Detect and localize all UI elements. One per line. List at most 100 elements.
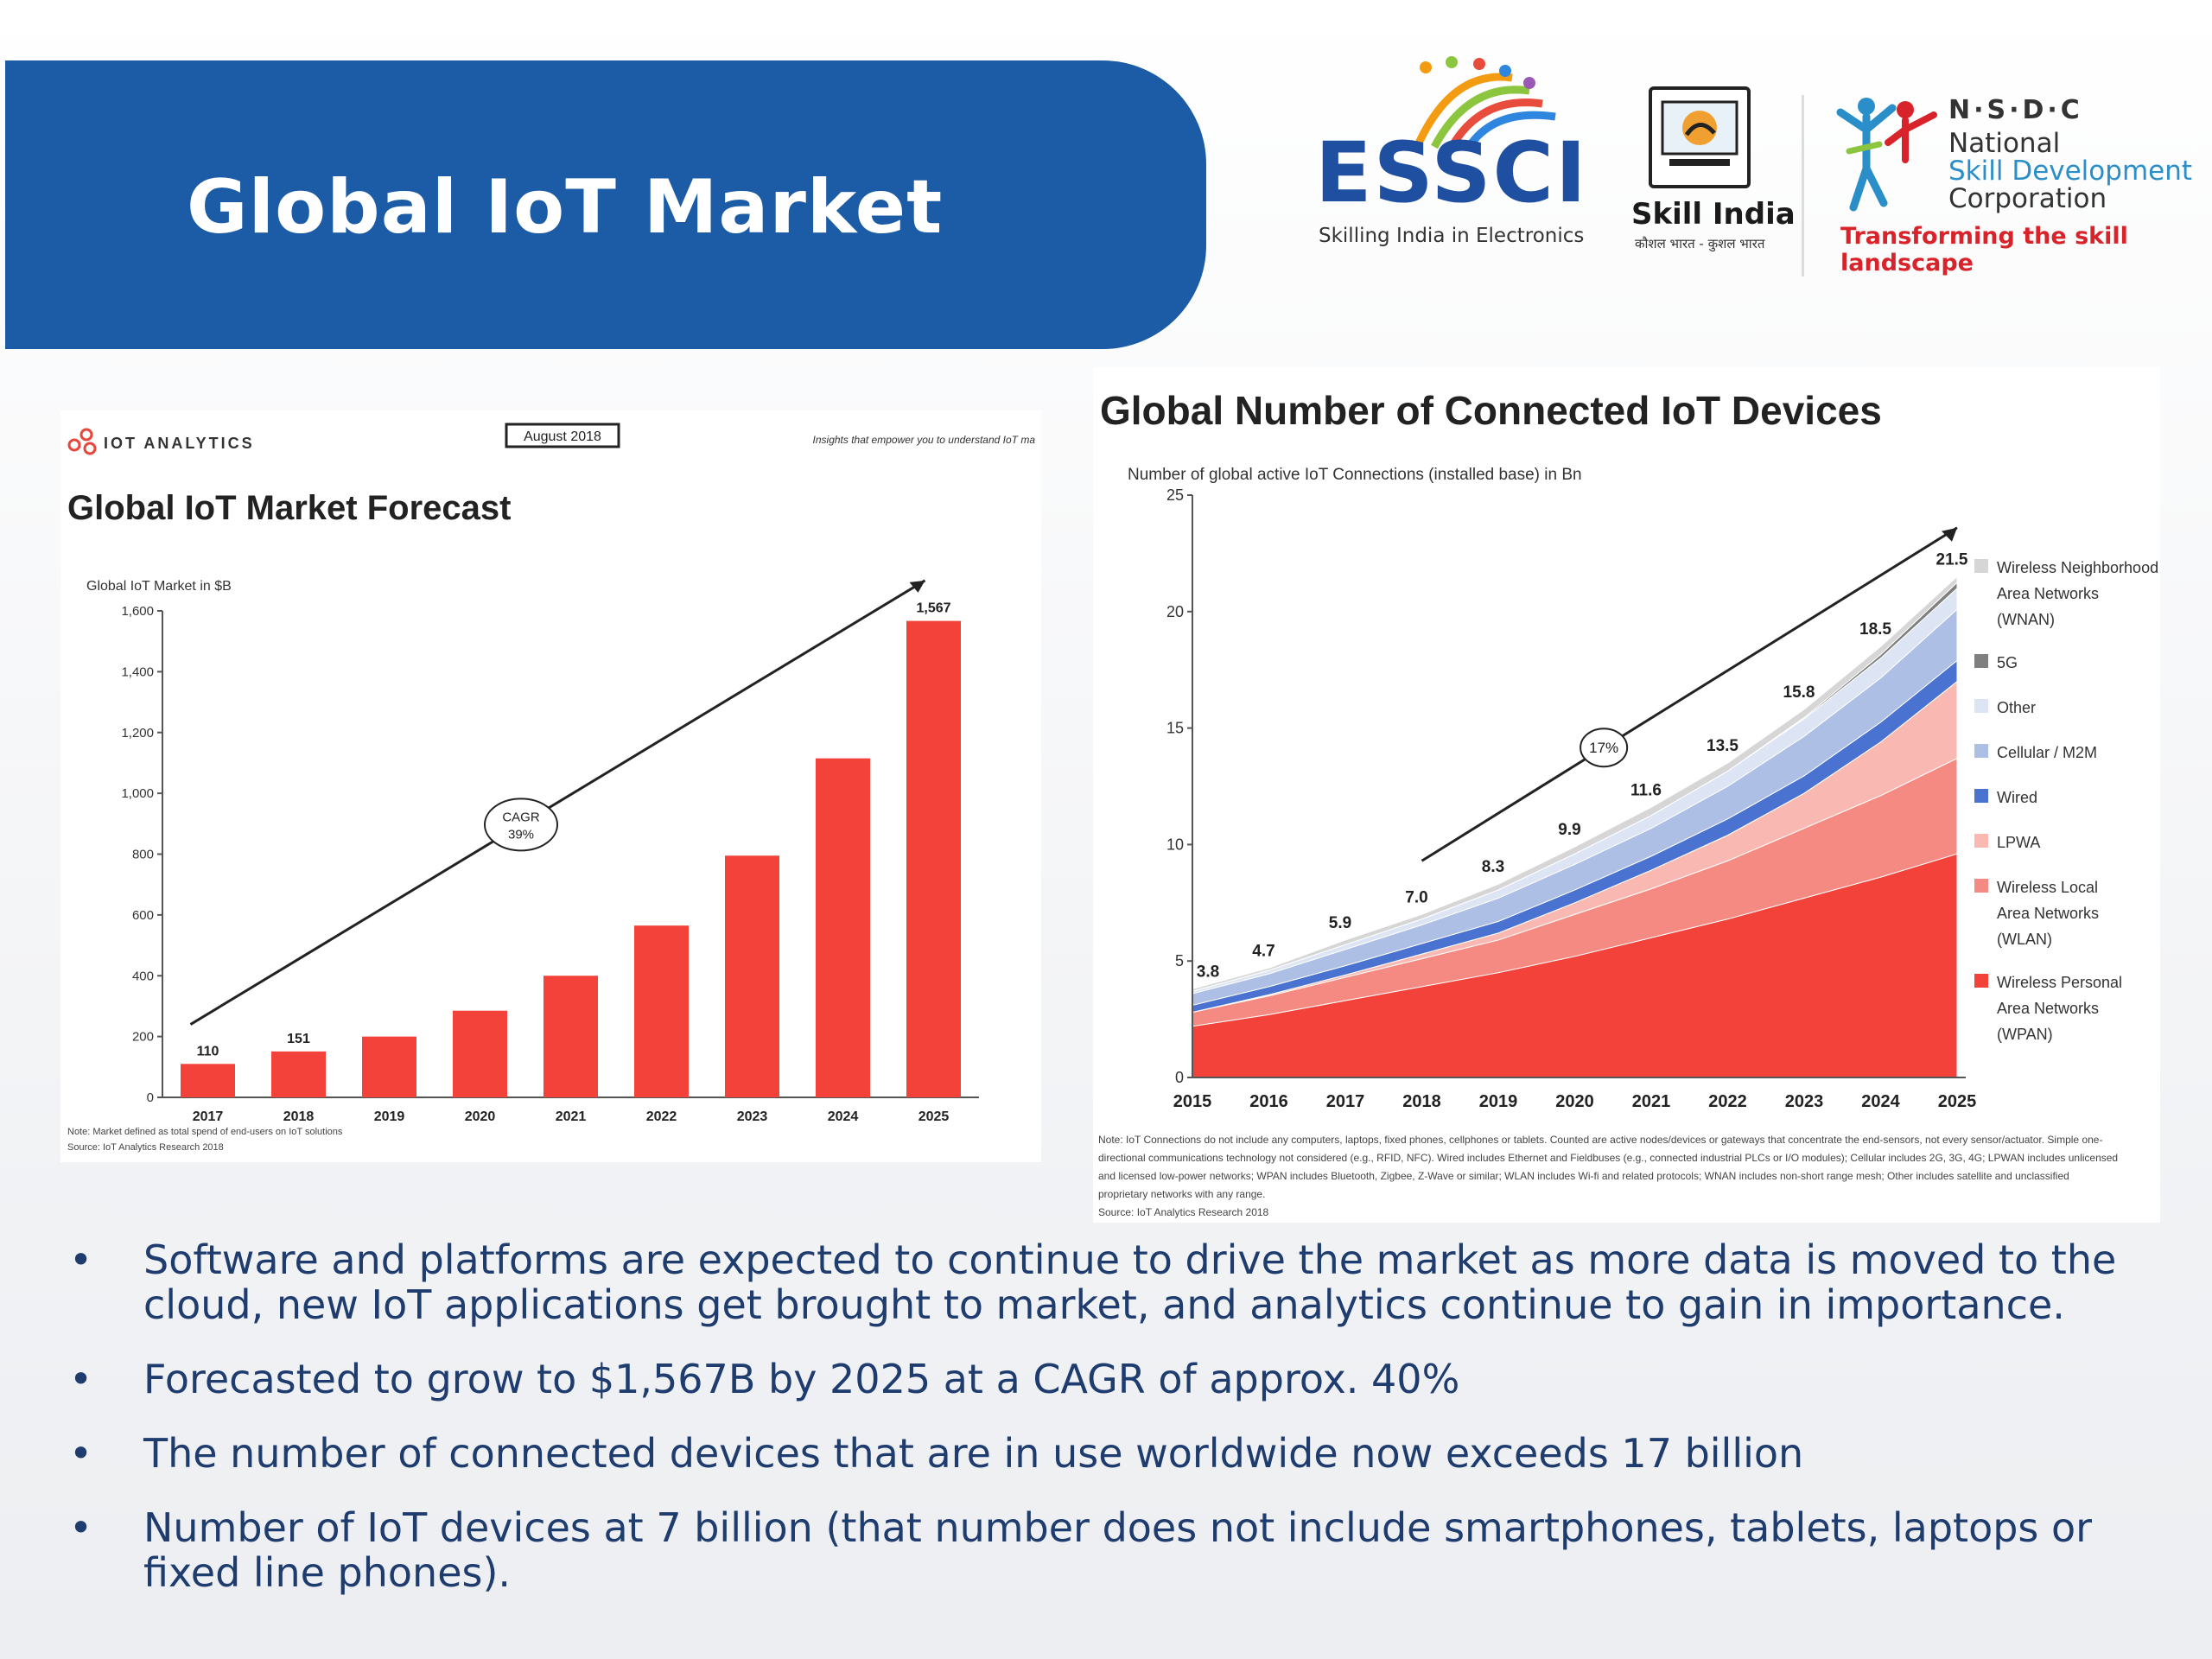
legend-label: Wireless Local	[1997, 879, 2098, 896]
y-tick-label: 400	[132, 969, 154, 983]
x-tick-label: 2025	[1938, 1092, 1977, 1111]
cagr-value: 39%	[508, 827, 534, 842]
legend-swatch	[1974, 654, 1988, 668]
x-tick-label: 2024	[1861, 1092, 1900, 1111]
header-slogan: Insights that empower you to understand …	[813, 434, 1036, 446]
y-tick-label: 1,000	[121, 786, 154, 801]
chart-note: and licensed low-power networks; WPAN in…	[1098, 1170, 2069, 1182]
data-label: 1,567	[916, 601, 950, 616]
partner-logos: ESSCI Skilling India in Electronics Skil…	[1296, 52, 2195, 276]
nsdc-name-line2: Skill Development	[1948, 156, 2193, 187]
bar	[453, 1010, 507, 1097]
data-label: 21.5	[1936, 550, 1968, 569]
slide-title: Global IoT Market	[187, 164, 944, 251]
bar	[725, 855, 779, 1097]
data-label: 8.3	[1482, 858, 1504, 876]
nsdc-abbr: N·S·D·C	[1948, 95, 2083, 125]
chart-note: directional communications technology no…	[1098, 1152, 2118, 1164]
cagr-label: 17%	[1589, 740, 1618, 756]
skill-india-subtitle: कौशल भारत - कुशल भारत	[1635, 236, 1765, 251]
legend-swatch	[1974, 699, 1988, 713]
bar	[271, 1051, 326, 1097]
bullet-text: The number of connected devices that are…	[143, 1430, 1804, 1477]
cagr-trend-arrow	[1421, 526, 1958, 862]
x-tick-label: 2021	[1632, 1092, 1671, 1111]
legend-label: (WLAN)	[1997, 931, 2052, 948]
legend-swatch	[1974, 559, 1988, 573]
connected-devices-panel: Global Number of Connected IoT Devices N…	[1093, 367, 2160, 1223]
data-label: 9.9	[1558, 821, 1580, 839]
data-label: 18.5	[1859, 620, 1891, 639]
data-label: 11.6	[1630, 781, 1662, 799]
data-label: 5.9	[1329, 914, 1351, 932]
market-forecast-chart: IOT ANALYTICS August 2018 Insights that …	[67, 423, 1036, 1153]
legend-label: Wireless Neighborhood	[1997, 559, 2158, 576]
cagr-bubble	[484, 798, 558, 852]
bullet-text: Software and platforms are expected to c…	[143, 1236, 2117, 1328]
data-label: 15.8	[1783, 683, 1815, 702]
legend-swatch	[1974, 834, 1988, 848]
data-label: 4.7	[1252, 942, 1274, 960]
bullet-text: Forecasted to grow to $1,567B by 2025 at…	[143, 1356, 1460, 1402]
y-tick-label: 600	[132, 908, 154, 923]
y-tick-label: 0	[147, 1090, 154, 1105]
bar	[906, 620, 961, 1097]
connected-devices-chart: Global Number of Connected IoT Devices N…	[1098, 388, 2158, 1218]
x-tick-label: 2020	[1555, 1092, 1594, 1111]
x-tick-label: 2017	[1326, 1092, 1365, 1111]
legend-label: (WPAN)	[1997, 1026, 2053, 1043]
x-tick-label: 2021	[556, 1109, 587, 1124]
bar	[543, 976, 598, 1097]
legend-label: Wireless Personal	[1997, 974, 2122, 991]
chart-source: Source: IoT Analytics Research 2018	[1098, 1206, 1269, 1218]
x-tick-label: 2017	[193, 1109, 224, 1124]
cagr-trend-arrow	[189, 579, 926, 1026]
x-tick-label: 2022	[1708, 1092, 1747, 1111]
bar	[181, 1064, 235, 1097]
legend-swatch	[1974, 789, 1988, 803]
y-tick-label: 20	[1166, 603, 1184, 620]
nsdc-figure-icon	[1836, 98, 1937, 212]
bar-plot-area: 0 200 400 600 800 1,000 1,200 1,400 1,600 2017 110…	[121, 579, 979, 1124]
arrow-head-icon	[1942, 527, 1957, 542]
y-axis-title: Global IoT Market in $B	[86, 579, 232, 594]
legend-label: 5G	[1997, 654, 2018, 671]
data-label: 151	[287, 1032, 310, 1046]
legend-swatch	[1974, 974, 1988, 988]
bullet-marker: •	[69, 1236, 93, 1283]
title-banner: Global IoT Market	[5, 60, 1206, 349]
logo-divider	[1802, 95, 1804, 276]
legend-label: Wired	[1997, 789, 2037, 806]
legend-label: LPWA	[1997, 834, 2040, 851]
legend: Wireless Neighborhood Area Networks (WNAN)…	[1974, 559, 2158, 1043]
y-tick-label: 10	[1166, 836, 1184, 853]
y-tick-label: 15	[1166, 720, 1184, 737]
market-forecast-panel: IOT ANALYTICS August 2018 Insights that …	[60, 410, 1041, 1162]
nsdc-name-line1: National	[1948, 128, 2061, 159]
legend-label: Area Networks	[1997, 905, 2099, 922]
date-badge-frame	[505, 423, 620, 448]
bullet-marker: •	[69, 1504, 93, 1551]
x-tick-label: 2015	[1173, 1092, 1212, 1111]
cagr-label: CAGR	[502, 810, 540, 824]
nsdc-tagline: Transforming the skill landscape	[1840, 223, 2128, 276]
date-badge: August 2018	[524, 429, 601, 444]
y-tick-label: 1,400	[121, 664, 154, 679]
legend-swatch	[1974, 879, 1988, 893]
chart-note: Note: Market defined as total spend of e…	[67, 1127, 343, 1137]
data-label: 110	[197, 1044, 219, 1058]
x-tick-label: 2022	[646, 1109, 677, 1124]
bullet-marker: •	[69, 1356, 93, 1402]
iot-analytics-logo-icon	[67, 428, 97, 455]
skill-india-emblem-icon	[1649, 86, 1751, 188]
chart-note: proprietary networks with any range.	[1098, 1188, 1265, 1200]
chart-note: Note: IoT Connections do not include any…	[1098, 1134, 2102, 1146]
cagr-bubble	[1580, 728, 1629, 768]
y-tick-label: 5	[1175, 952, 1184, 969]
y-tick-label: 1,600	[121, 604, 154, 619]
essci-logo: ESSCI	[1315, 124, 1588, 221]
y-axis-title: Number of global active IoT Connections …	[1128, 466, 1582, 484]
x-tick-label: 2019	[374, 1109, 405, 1124]
